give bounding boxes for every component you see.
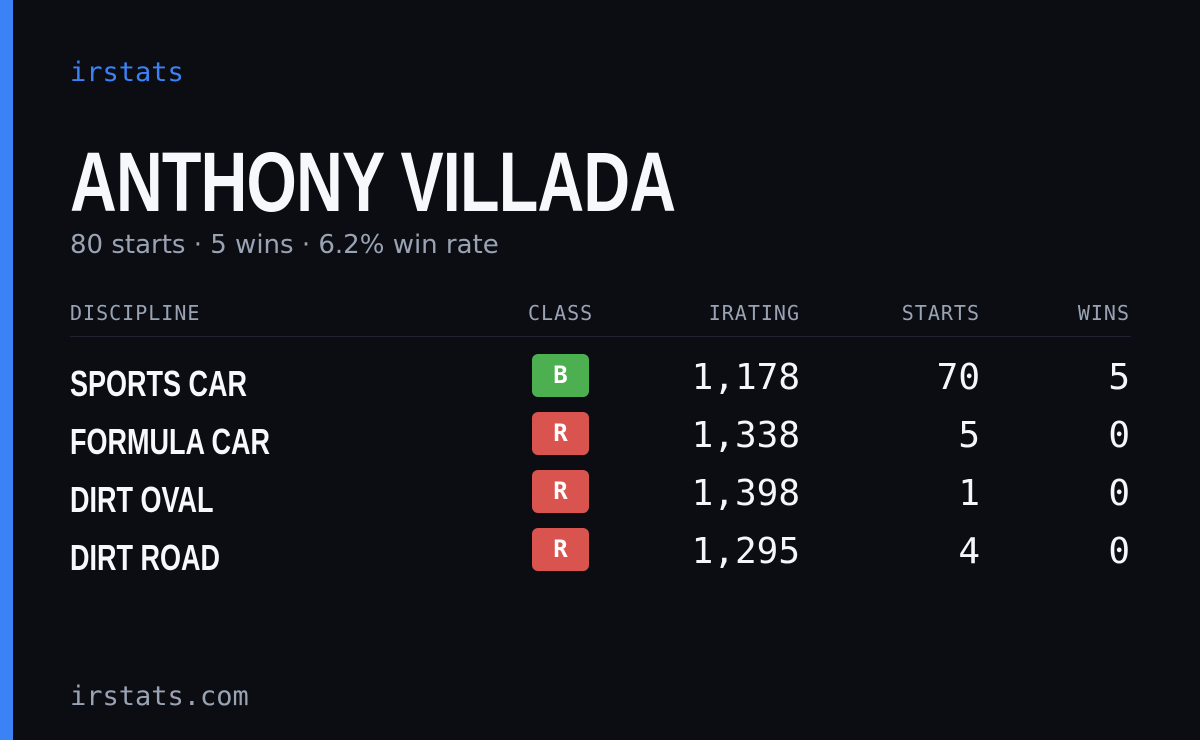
column-header-starts: STARTS [901, 301, 980, 325]
win-rate-summary: 6.2% win rate [318, 230, 499, 260]
wins-summary: 5 wins [210, 230, 294, 260]
class-badge: R [532, 528, 589, 571]
irating-value: 1,295 [691, 531, 800, 572]
driver-name: ANTHONY VILLADA [70, 135, 676, 229]
summary-separator: · [301, 230, 311, 260]
brand-logo-text: irstats [70, 57, 184, 88]
irating-value: 1,178 [691, 357, 800, 398]
class-badge: R [532, 470, 589, 513]
accent-bar [0, 0, 13, 740]
discipline-name: FORMULA CAR [70, 421, 270, 462]
discipline-name: DIRT OVAL [70, 479, 214, 520]
starts-value: 1 [958, 473, 980, 514]
wins-value: 5 [1108, 357, 1130, 398]
column-header-class: CLASS [528, 301, 594, 325]
class-badge: R [532, 412, 589, 455]
class-badge: B [532, 354, 589, 397]
starts-value: 70 [936, 357, 980, 398]
table-row: FORMULA CAR R 1,338 5 0 [70, 412, 1131, 470]
table-row: DIRT OVAL R 1,398 1 0 [70, 470, 1131, 528]
site-url: irstats.com [70, 681, 249, 712]
column-header-discipline: DISCIPLINE [70, 301, 201, 325]
wins-value: 0 [1108, 415, 1130, 456]
wins-value: 0 [1108, 531, 1130, 572]
starts-summary: 80 starts [70, 230, 186, 260]
irating-value: 1,338 [691, 415, 800, 456]
column-header-wins: WINS [1077, 301, 1130, 325]
irating-value: 1,398 [691, 473, 800, 514]
column-header-irating: IRATING [708, 301, 800, 325]
table-row: DIRT ROAD R 1,295 4 0 [70, 528, 1131, 586]
wins-value: 0 [1108, 473, 1130, 514]
summary-separator: · [193, 230, 202, 260]
discipline-name: DIRT ROAD [70, 537, 220, 578]
header-divider [70, 336, 1131, 337]
driver-summary: 80 starts · 5 wins · 6.2% win rate [70, 228, 499, 262]
table-row: SPORTS CAR B 1,178 70 5 [70, 354, 1131, 412]
starts-value: 4 [958, 531, 980, 572]
discipline-name: SPORTS CAR [70, 363, 248, 404]
starts-value: 5 [958, 415, 980, 456]
